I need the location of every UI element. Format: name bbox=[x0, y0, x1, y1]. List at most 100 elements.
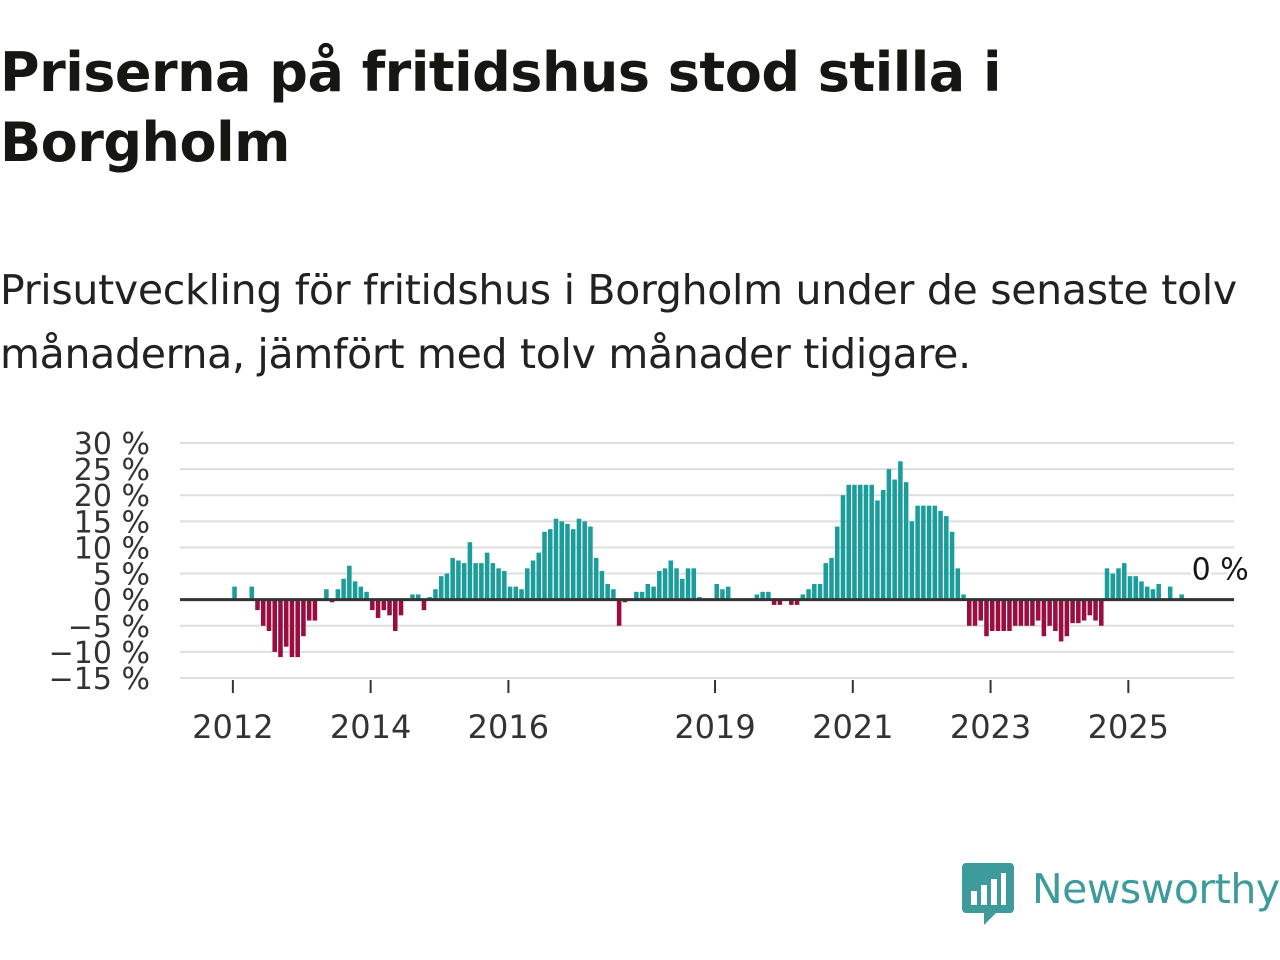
bar bbox=[1041, 599, 1047, 637]
newsworthy-logo: Newsworthy bbox=[962, 862, 1280, 928]
bar bbox=[565, 523, 570, 600]
bar bbox=[232, 586, 237, 600]
bar bbox=[725, 586, 731, 600]
y-tick-label: 25 % bbox=[74, 453, 150, 488]
bar bbox=[1116, 568, 1121, 600]
bar bbox=[410, 594, 415, 600]
bar bbox=[829, 557, 834, 600]
bar bbox=[582, 521, 587, 600]
bar bbox=[921, 505, 926, 600]
bar bbox=[266, 599, 272, 631]
x-tick-label: 2014 bbox=[330, 708, 411, 746]
annotation: 0 % bbox=[1189, 550, 1252, 591]
bar bbox=[415, 594, 421, 600]
y-tick-label: 0 % bbox=[93, 584, 150, 619]
gridlines bbox=[180, 442, 1234, 679]
bar bbox=[502, 570, 507, 600]
bar bbox=[570, 529, 576, 600]
bar bbox=[967, 599, 972, 626]
bar bbox=[444, 573, 450, 600]
bar bbox=[1110, 573, 1116, 600]
bar bbox=[662, 568, 668, 600]
bar bbox=[1081, 599, 1087, 621]
bar bbox=[1076, 599, 1081, 624]
bar bbox=[961, 594, 966, 600]
bar bbox=[639, 591, 645, 600]
bar bbox=[932, 505, 938, 600]
bar bbox=[1007, 599, 1012, 631]
bar bbox=[467, 542, 473, 600]
bar bbox=[840, 495, 846, 600]
chart-title: Priserna på fritidshus stod stilla i Bor… bbox=[0, 41, 1002, 174]
bar bbox=[1024, 599, 1029, 626]
bar bbox=[611, 589, 616, 600]
bar bbox=[519, 589, 524, 600]
bar bbox=[525, 568, 530, 600]
bar bbox=[668, 560, 674, 600]
bar bbox=[616, 599, 622, 626]
bar bbox=[760, 591, 765, 600]
bar bbox=[576, 518, 582, 600]
bar bbox=[295, 599, 300, 658]
bar bbox=[484, 552, 490, 600]
bar bbox=[1099, 599, 1104, 626]
bar bbox=[312, 599, 318, 621]
bar bbox=[909, 521, 915, 600]
bar bbox=[720, 589, 725, 600]
bar bbox=[559, 521, 564, 600]
bar bbox=[1167, 586, 1173, 600]
bar bbox=[834, 526, 840, 600]
bar bbox=[680, 578, 685, 600]
bar bbox=[1093, 599, 1098, 621]
bar bbox=[1133, 576, 1138, 600]
bar bbox=[335, 589, 341, 600]
bar bbox=[542, 531, 547, 600]
bar bbox=[370, 599, 375, 611]
bar bbox=[278, 599, 283, 658]
bar bbox=[605, 584, 610, 600]
bar bbox=[898, 461, 903, 600]
bar bbox=[283, 599, 289, 647]
bar bbox=[547, 529, 553, 600]
bar bbox=[507, 586, 513, 600]
x-tick-label: 2016 bbox=[468, 708, 549, 746]
bar bbox=[536, 552, 542, 600]
bar bbox=[375, 599, 381, 618]
bar bbox=[777, 599, 783, 605]
bar bbox=[249, 586, 255, 600]
y-tick-label: 10 % bbox=[74, 531, 150, 566]
bar bbox=[806, 589, 811, 600]
bar bbox=[530, 560, 536, 600]
bar bbox=[1053, 599, 1058, 631]
bar bbox=[714, 584, 719, 600]
bar bbox=[1127, 576, 1133, 600]
bar bbox=[800, 594, 806, 600]
bar bbox=[593, 557, 599, 600]
bar bbox=[588, 526, 593, 600]
bar bbox=[754, 594, 760, 600]
bar bbox=[657, 570, 662, 600]
bar bbox=[1001, 599, 1006, 631]
bar bbox=[944, 516, 949, 600]
x-tick-label: 2021 bbox=[812, 708, 893, 746]
bar bbox=[352, 581, 358, 600]
bar bbox=[306, 599, 312, 621]
bar bbox=[1064, 599, 1070, 637]
bar bbox=[846, 484, 851, 600]
y-tick-label: −5 % bbox=[68, 610, 150, 645]
newsworthy-logo-icon bbox=[962, 863, 1014, 925]
bar bbox=[903, 482, 909, 600]
last-value-label: 0 % bbox=[1192, 553, 1249, 588]
bar bbox=[358, 586, 364, 600]
bar bbox=[1139, 581, 1144, 600]
bar bbox=[1121, 563, 1127, 600]
bar bbox=[421, 599, 427, 611]
bar bbox=[766, 591, 771, 600]
bar bbox=[823, 563, 829, 600]
x-tick-label: 2012 bbox=[192, 708, 273, 746]
bar bbox=[989, 599, 995, 631]
bar bbox=[812, 584, 817, 600]
bar bbox=[1018, 599, 1024, 626]
bar bbox=[972, 599, 978, 626]
x-tick-label: 2019 bbox=[674, 708, 755, 746]
